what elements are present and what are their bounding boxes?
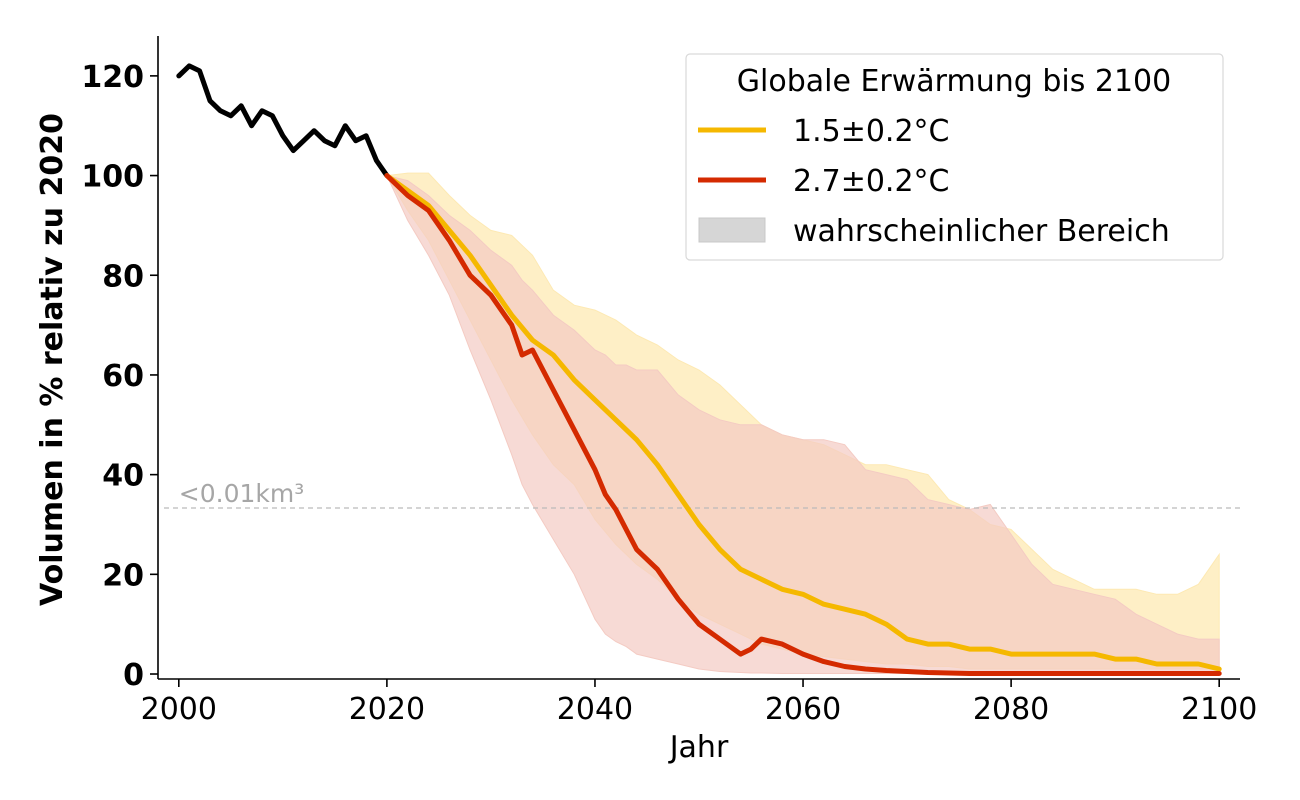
x-axis-title: Jahr — [668, 730, 729, 765]
series-lines — [176, 63, 1222, 676]
series-line-high-warming — [384, 173, 1222, 676]
legend-entries: 1.5±0.2°C 2.7±0.2°C wahrscheinlicher Berei… — [698, 114, 1170, 249]
y-tick-label: 60 — [102, 359, 144, 394]
x-tick-label: 2040 — [557, 692, 633, 727]
legend-label: 2.7±0.2°C — [793, 164, 950, 199]
y-tick-label: 40 — [102, 459, 144, 494]
series-line-low-warming — [384, 173, 1222, 672]
legend-title: Globale Erwärmung bis 2100 — [737, 64, 1171, 99]
y-axis-ticks: 0 20 40 60 80 100 120 — [81, 60, 158, 693]
x-tick-label: 2100 — [1181, 692, 1257, 727]
band-high-warming — [386, 174, 1220, 674]
legend-label: 1.5±0.2°C — [793, 114, 950, 149]
legend-label: wahrscheinlicher Bereich — [793, 214, 1170, 249]
threshold-label: <0.01km³ — [179, 479, 304, 508]
y-tick-label: 100 — [81, 160, 144, 195]
legend-entry: wahrscheinlicher Bereich — [698, 214, 1170, 249]
legend: Globale Erwärmung bis 2100 1.5±0.2°C 2.7±… — [685, 53, 1224, 261]
legend-box — [685, 53, 1224, 261]
uncertainty-bands — [386, 172, 1220, 674]
legend-swatch — [698, 217, 766, 243]
y-tick-label: 0 — [123, 658, 144, 693]
x-tick-label: 2060 — [765, 692, 841, 727]
historical-line — [176, 63, 390, 179]
x-tick-label: 2020 — [349, 692, 425, 727]
legend-entry: 1.5±0.2°C — [698, 114, 950, 149]
legend-entry: 2.7±0.2°C — [698, 164, 950, 199]
x-axis-ticks: 2000 2020 2040 2060 2080 2100 — [141, 679, 1257, 727]
y-axis-title: Volumen in % relativ zu 2020 — [35, 113, 70, 606]
y-tick-label: 80 — [102, 259, 144, 294]
x-tick-label: 2080 — [973, 692, 1049, 727]
y-tick-label: 20 — [102, 558, 144, 593]
y-tick-label: 120 — [81, 60, 144, 95]
x-tick-label: 2000 — [141, 692, 217, 727]
